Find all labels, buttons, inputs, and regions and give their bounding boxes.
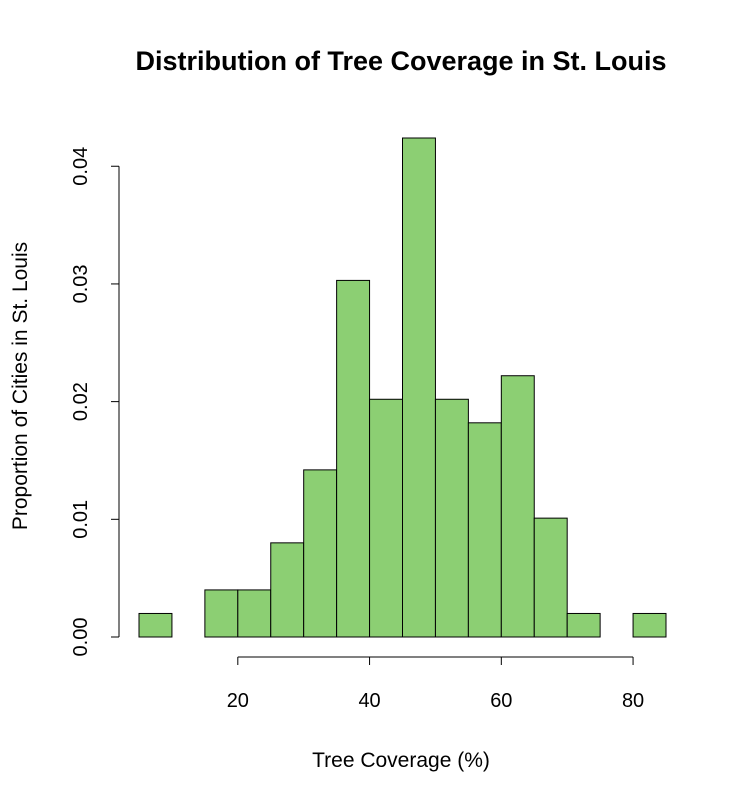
y-tick-label: 0.02 bbox=[70, 382, 92, 421]
y-tick-label: 0.04 bbox=[70, 147, 92, 186]
y-tick-label: 0.03 bbox=[70, 264, 92, 303]
x-tick-label: 20 bbox=[227, 690, 249, 712]
histogram-bar bbox=[204, 589, 239, 638]
histogram-bar bbox=[237, 589, 272, 638]
histogram-bar bbox=[270, 542, 305, 638]
x-tick-label: 40 bbox=[358, 690, 380, 712]
y-tick-label: 0.01 bbox=[70, 500, 92, 539]
y-axis-label: Proportion of Cities in St. Louis bbox=[9, 242, 32, 530]
histogram-bar bbox=[566, 612, 601, 638]
histogram-bar bbox=[434, 398, 469, 638]
x-axis: 20 40 60 80 bbox=[227, 656, 644, 712]
histogram-bars bbox=[138, 137, 667, 638]
histogram-bar bbox=[402, 137, 436, 638]
x-axis-label: Tree Coverage (%) bbox=[312, 749, 490, 772]
histogram-bar bbox=[500, 375, 535, 638]
histogram-bar bbox=[632, 612, 667, 638]
histogram-bar bbox=[369, 398, 403, 638]
histogram-bar bbox=[467, 422, 502, 638]
chart-title: Distribution of Tree Coverage in St. Lou… bbox=[135, 46, 666, 76]
histogram-bar bbox=[138, 612, 173, 638]
x-tick-label: 80 bbox=[622, 690, 644, 712]
histogram-bar bbox=[533, 517, 568, 638]
histogram-bar bbox=[303, 469, 338, 638]
y-tick-label: 0.00 bbox=[70, 618, 92, 657]
histogram-bar bbox=[336, 279, 371, 638]
y-axis: 0.00 0.01 0.02 0.03 0.04 bbox=[70, 147, 120, 657]
x-tick-label: 60 bbox=[490, 690, 512, 712]
